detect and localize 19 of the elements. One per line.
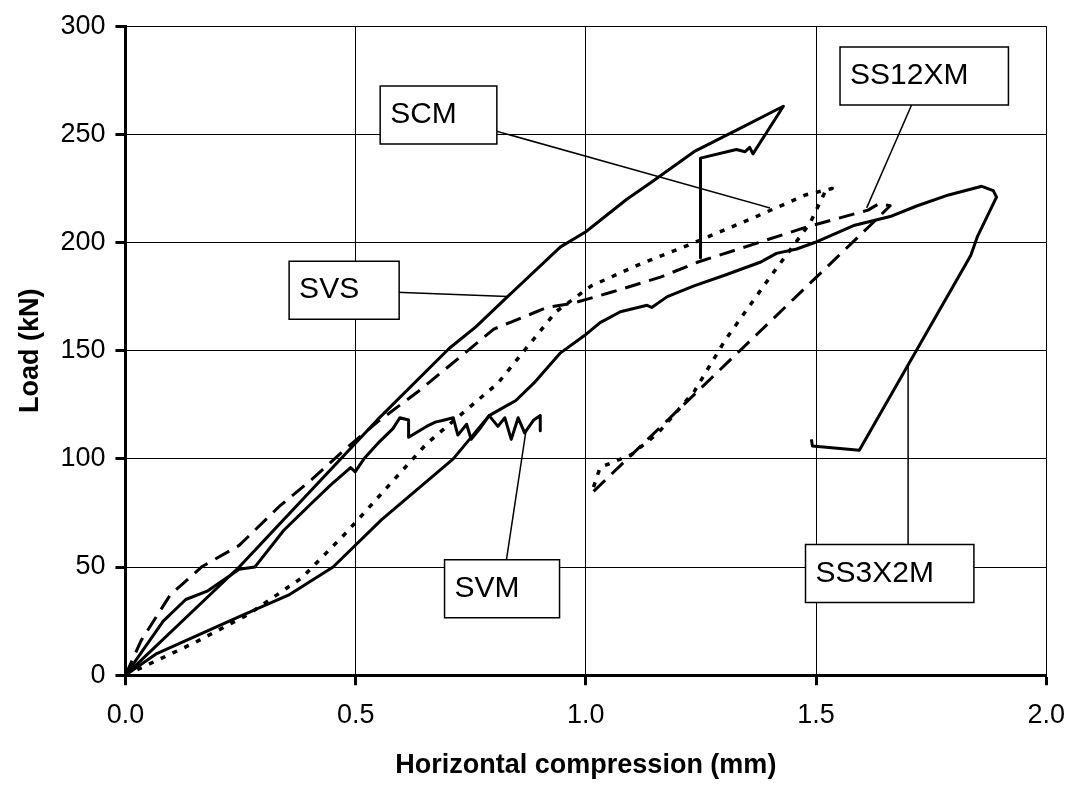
y-tick-label: 250 xyxy=(60,117,106,148)
x-tick-label: 0.5 xyxy=(336,698,375,729)
annotation: SS3X2M xyxy=(815,554,934,588)
y-tick-label: 300 xyxy=(60,9,106,40)
y-tick-label: 50 xyxy=(75,550,106,581)
y-tick-label: 100 xyxy=(60,442,106,473)
x-tick-label: 2.0 xyxy=(1027,698,1066,729)
annotation: SVM xyxy=(454,569,520,603)
annotation: SS12XM xyxy=(850,57,969,91)
x-axis-title: Horizontal compression (mm) xyxy=(395,749,777,780)
x-tick-label: 0.0 xyxy=(106,698,145,729)
x-tick-label: 1.5 xyxy=(797,698,835,729)
annotation: SCM xyxy=(390,96,457,130)
annotation: SVS xyxy=(299,271,360,305)
x-tick-label: 1.0 xyxy=(567,698,605,729)
y-tick-label: 0 xyxy=(90,658,106,689)
y-axis-title: Load (kN) xyxy=(13,288,44,413)
y-tick-label: 200 xyxy=(60,225,106,256)
y-tick-label: 150 xyxy=(60,334,106,365)
